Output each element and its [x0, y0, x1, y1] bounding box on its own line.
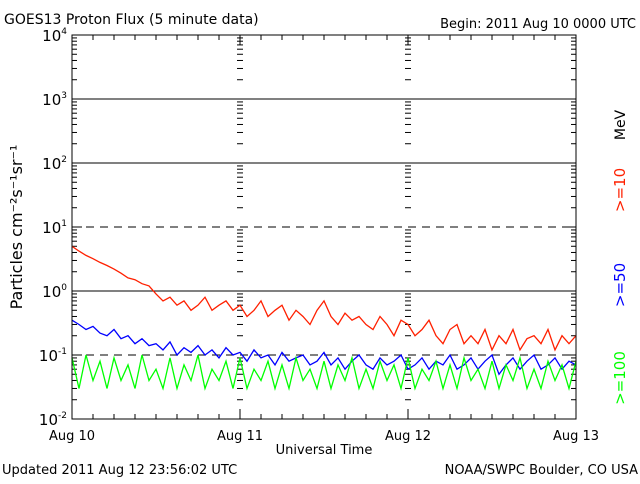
y-tick-label: 10-2: [39, 411, 67, 429]
chart-title: GOES13 Proton Flux (5 minute data): [4, 12, 259, 28]
x-tick-label: Aug 10: [49, 429, 95, 444]
updated-timestamp: Updated 2011 Aug 12 23:56:02 UTC: [2, 463, 237, 478]
x-tick-label: Aug 12: [385, 429, 431, 444]
series-line-ge50: [71, 319, 577, 376]
plot-frame: [71, 34, 577, 420]
x-tick-labels: Aug 10 Aug 11 Aug 12 Aug 13: [49, 429, 599, 444]
x-tick-label: Aug 11: [217, 429, 263, 444]
legend: >=10 >=50 >=100: [611, 168, 629, 405]
series-line-ge100: [71, 354, 577, 392]
source-label: NOAA/SWPC Boulder, CO USA: [445, 463, 638, 478]
series-line-ge10: [71, 245, 577, 352]
unit-label: MeV: [613, 109, 629, 140]
legend-label: >=10: [611, 168, 629, 212]
begin-label: Begin: 2011 Aug 10 0000 UTC: [440, 17, 636, 32]
y-tick-label: 100: [42, 283, 67, 301]
series-lines: [71, 245, 577, 392]
legend-label: >=100: [611, 351, 629, 405]
axis-ticks: [71, 35, 577, 420]
legend-label: >=50: [611, 263, 629, 307]
y-tick-label: 103: [42, 91, 67, 109]
x-axis-label: Universal Time: [276, 443, 373, 458]
y-tick-label: 10-1: [39, 347, 67, 365]
y-tick-label: 101: [42, 219, 67, 237]
y-axis-label: Particles cm⁻²s⁻¹sr⁻¹: [7, 145, 26, 310]
y-tick-label: 104: [42, 27, 67, 45]
y-tick-labels: 104 103 102 101 100 10-1 10-2: [39, 27, 67, 429]
y-tick-label: 102: [42, 155, 67, 173]
x-tick-label: Aug 13: [553, 429, 599, 444]
grid-lines: [72, 98, 576, 356]
